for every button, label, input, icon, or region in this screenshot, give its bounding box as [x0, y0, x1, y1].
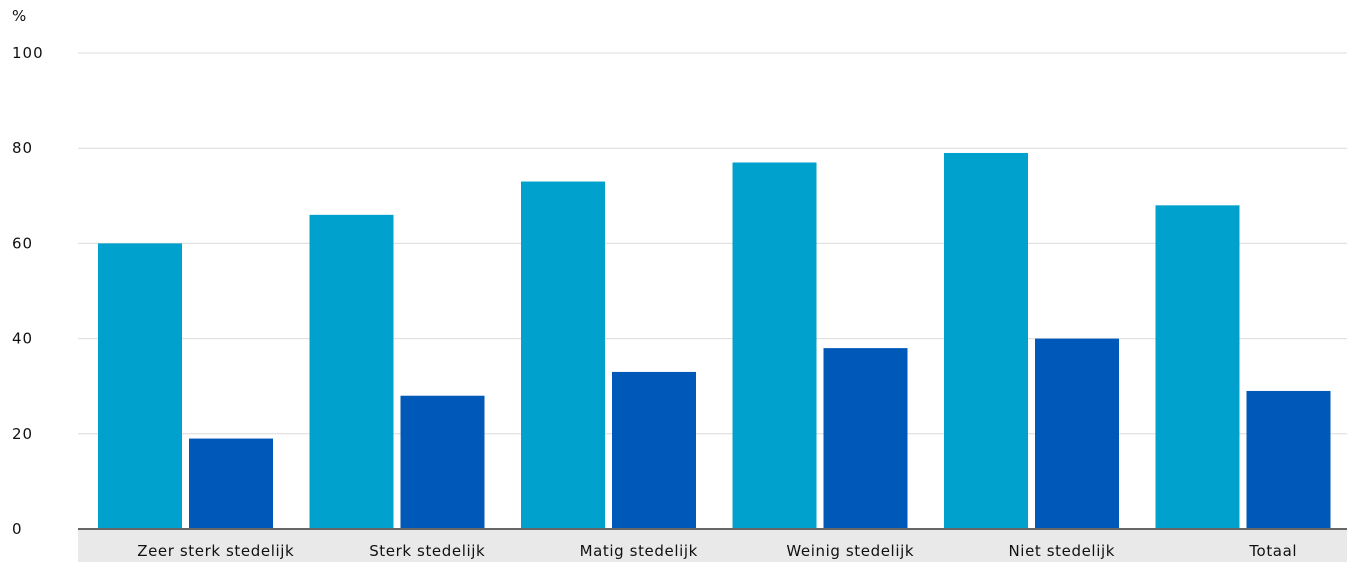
- bar: [98, 243, 182, 529]
- y-tick-label: 80: [12, 139, 33, 157]
- bar: [732, 162, 817, 530]
- bar: [823, 348, 908, 529]
- category-label: Sterk stedelijk: [369, 542, 485, 560]
- y-tick-labels: 0 20 40 60 80 100: [12, 44, 44, 538]
- category-label: Totaal: [1248, 542, 1297, 560]
- bar: [521, 181, 605, 529]
- bar: [944, 152, 1028, 529]
- y-axis-unit: %: [12, 7, 27, 25]
- category-label: Zeer sterk stedelijk: [137, 542, 294, 560]
- y-tick-label: 20: [12, 425, 33, 443]
- category-band: [78, 530, 1347, 562]
- bar: [400, 395, 485, 529]
- bar: [189, 438, 273, 529]
- category-labels: Zeer sterk stedelijk Sterk stedelijk Matig…: [137, 542, 1297, 560]
- bars: [98, 152, 1331, 530]
- y-tick-label: 100: [12, 44, 44, 62]
- y-tick-label: 60: [12, 234, 33, 252]
- category-label: Matig stedelijk: [580, 542, 698, 560]
- bar: [1246, 390, 1331, 529]
- y-tick-label: 0: [12, 520, 23, 538]
- bar: [1035, 338, 1119, 529]
- bar: [309, 214, 394, 529]
- gridlines: [78, 52, 1347, 435]
- bar: [1155, 205, 1240, 529]
- bar: [612, 371, 696, 529]
- y-tick-label: 40: [12, 330, 33, 348]
- category-label: Niet stedelijk: [1008, 542, 1115, 560]
- category-label: Weinig stedelijk: [786, 542, 914, 560]
